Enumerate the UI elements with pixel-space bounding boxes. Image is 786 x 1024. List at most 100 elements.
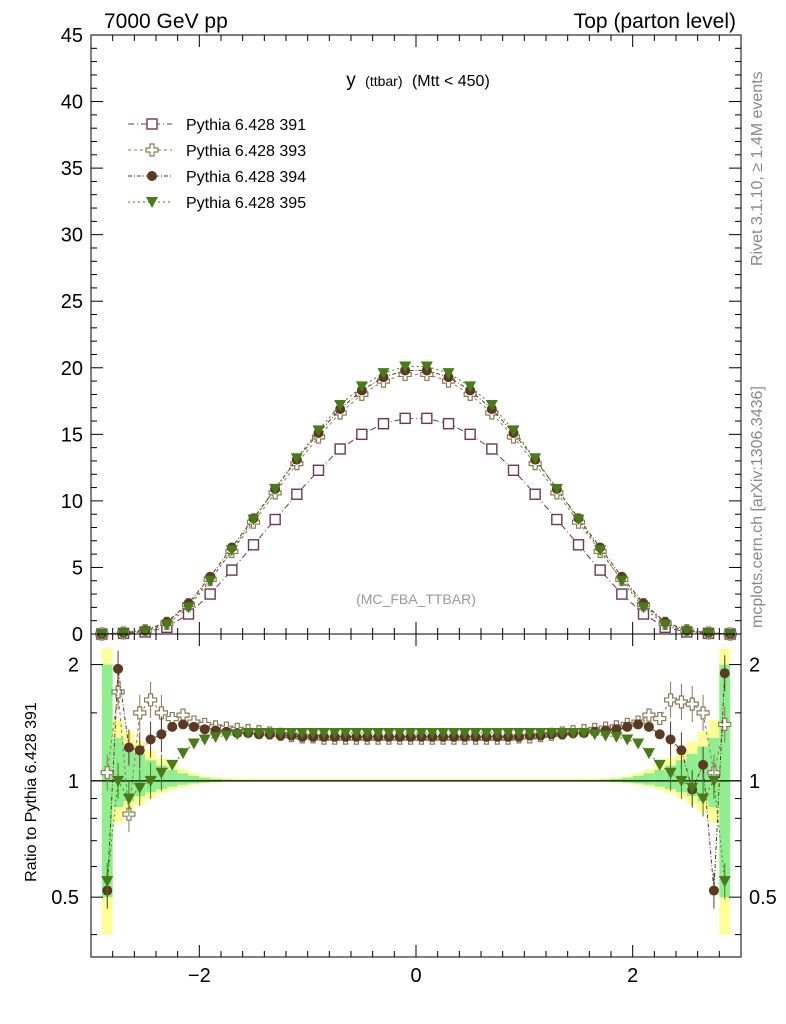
ratio-point [178, 719, 189, 730]
ratio-point [685, 697, 699, 711]
data-point [420, 361, 433, 373]
ratio-point [664, 767, 677, 779]
ratio-point [653, 759, 666, 771]
main-panel: 0 5 10 15 20 25 30 35 40 45 [61, 25, 742, 646]
band-green [166, 769, 178, 787]
legend-label: Pythia 6.428 391 [186, 117, 306, 134]
data-point [312, 464, 325, 476]
ratio-point [675, 775, 688, 787]
ratio-point [523, 728, 536, 740]
main-ytick-label: 15 [61, 424, 83, 446]
ratio-point [577, 728, 590, 740]
main-ytick-label: 30 [61, 225, 83, 247]
ratio-point [263, 728, 276, 740]
ratio-point [437, 728, 450, 740]
ratio-point [415, 728, 428, 740]
ratio-point [328, 728, 341, 740]
data-point [334, 400, 347, 412]
ratio-point [154, 706, 169, 720]
main-ytick-label: 35 [61, 158, 83, 180]
ratio-point [198, 734, 211, 746]
data-point [529, 488, 541, 500]
band-green [632, 775, 644, 784]
ratio-series-line-2 [106, 668, 726, 891]
data-point [486, 443, 498, 455]
legend-label: Pythia 6.428 395 [186, 195, 306, 212]
ratio-point [143, 693, 158, 707]
legend-marker [146, 197, 158, 208]
data-point [442, 368, 455, 380]
ratio-point [274, 728, 287, 740]
ratio-point [621, 734, 634, 746]
ratio-ytick-label-right: 0.5 [749, 887, 777, 909]
data-point [507, 425, 520, 437]
data-point [637, 602, 650, 614]
data-point [464, 428, 476, 441]
ratio-point [480, 728, 493, 740]
data-point [442, 417, 455, 430]
ratio-ytick-label: 0.5 [51, 887, 79, 909]
main-ytick-label: 0 [72, 624, 83, 646]
ratio-point [663, 693, 678, 707]
series-line-3 [101, 369, 731, 635]
data-point [550, 483, 563, 495]
band-green [199, 777, 211, 783]
ratio-point [588, 729, 601, 741]
ratio-point [113, 663, 124, 674]
plot-title-cut: (Mtt < 450) [412, 73, 490, 90]
ratio-point [534, 728, 547, 740]
watermark: (MC_FBA_TTBAR) [356, 591, 476, 607]
ratio-point [502, 728, 515, 740]
series-line-2 [101, 373, 731, 635]
ratio-ytick-label-right: 1 [749, 771, 760, 793]
data-point [399, 361, 412, 373]
ratio-point [718, 717, 732, 732]
data-point [204, 575, 217, 587]
ratio-ylabel: Ratio to Pythia 6.428 391 [23, 702, 40, 882]
ratio-point [512, 728, 525, 740]
ratio-point [177, 748, 190, 760]
ratio-point [686, 782, 699, 794]
ratio-xtick-label: −2 [188, 965, 211, 987]
ratio-point [188, 721, 199, 732]
ratio-point [123, 742, 134, 753]
data-point [594, 564, 606, 576]
data-point [160, 619, 173, 631]
data-point [204, 588, 216, 600]
legend-marker [147, 171, 157, 181]
plot-title-main: y [346, 70, 356, 91]
data-point [291, 488, 303, 500]
ratio-xtick-label: 2 [627, 965, 638, 987]
ratio-point [393, 728, 406, 740]
data-point [182, 602, 195, 614]
ratio-point [252, 728, 265, 740]
band-green [123, 746, 135, 802]
ratio-point [242, 728, 255, 740]
ratio-ytick-label: 1 [68, 771, 79, 793]
ratio-point [145, 734, 156, 745]
data-point [421, 412, 433, 425]
ratio-point [567, 728, 580, 740]
data-point [225, 545, 238, 557]
ratio-frame [90, 633, 742, 958]
ratio-point [220, 730, 233, 742]
data-point [616, 588, 628, 600]
legend-marker [146, 118, 158, 130]
band-green [654, 769, 666, 787]
data-point [269, 513, 281, 526]
ratio-point [458, 728, 471, 740]
band-green [643, 773, 655, 785]
ratio-point [653, 711, 667, 726]
ratio-ytick-label: 2 [68, 655, 79, 677]
ratio-ytick-label-right: 2 [749, 655, 760, 677]
ratio-point [285, 728, 298, 740]
ratio-point [155, 767, 168, 779]
ratio-point [144, 775, 157, 787]
ratio-point [156, 729, 167, 740]
legend-label: Pythia 6.428 394 [186, 169, 306, 186]
data-point [507, 464, 520, 476]
main-ytick-label: 45 [61, 25, 83, 47]
ratio-point [632, 738, 645, 750]
legend-marker [145, 143, 159, 157]
